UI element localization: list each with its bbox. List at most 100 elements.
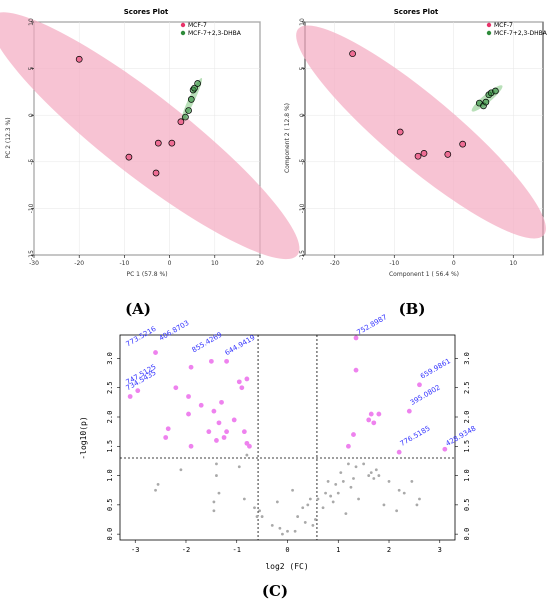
point-nonsignificant xyxy=(154,488,157,492)
point-nonsignificant xyxy=(341,480,345,483)
y-tick-label: -10 xyxy=(28,203,35,213)
point-nonsignificant xyxy=(258,509,261,513)
point-nonsignificant xyxy=(321,506,325,510)
point-significant xyxy=(371,420,377,426)
x-tick-label: -2 xyxy=(182,546,190,554)
legend-b-label-mcf7: MCF-7 xyxy=(494,22,513,29)
panel-a-ticks: -30 -20 -10 0 10 20 -15 -10 -5 0 5 10 xyxy=(28,18,264,267)
point-nonsignificant xyxy=(382,503,386,507)
x-tick-label: 0 xyxy=(285,546,289,554)
point-dhba xyxy=(492,87,499,95)
point-nonsignificant xyxy=(377,474,381,477)
point-dhba xyxy=(482,98,490,106)
point-nonsignificant xyxy=(324,491,327,495)
point-significant xyxy=(127,394,133,399)
point-significant xyxy=(163,435,169,440)
point-mcf7 xyxy=(75,55,83,63)
legend-b-label-dhba: MCF-7+2,3-DHBA xyxy=(494,30,548,37)
point-nonsignificant xyxy=(357,497,360,501)
point-nonsignificant xyxy=(260,515,264,518)
point-significant xyxy=(417,382,422,388)
legend-a-marker-mcf7 xyxy=(180,22,186,28)
x-tick-label: -10 xyxy=(389,260,399,267)
y-tick-label: 0 xyxy=(299,113,306,117)
point-nonsignificant xyxy=(308,497,312,501)
panel-c-frame xyxy=(119,334,456,541)
point-dhba xyxy=(185,107,192,114)
point-nonsignificant xyxy=(156,482,160,486)
y-tick-label: -5 xyxy=(28,159,35,165)
point-dhba xyxy=(182,113,189,121)
ellipse-mcf7 xyxy=(0,12,300,260)
point-nonsignificant xyxy=(402,491,406,495)
panel-label-c: (C) xyxy=(262,582,288,600)
point-significant xyxy=(221,435,227,440)
y-tick-label: -10 xyxy=(299,203,306,213)
point-mcf7 xyxy=(349,50,356,58)
y-tick-label: -15 xyxy=(299,250,306,260)
point-significant xyxy=(224,358,229,364)
panel-b-legend: MCF-7 MCF-7+2,3-DHBA xyxy=(486,22,548,37)
point-significant xyxy=(216,420,222,426)
y-tick-label-left: 2.5 xyxy=(106,381,114,394)
point-nonsignificant xyxy=(362,462,366,466)
y-tick-label-left: 0.0 xyxy=(106,528,114,541)
point-significant xyxy=(368,411,374,417)
point-nonsignificant xyxy=(354,465,358,469)
legend-a-marker-dhba xyxy=(180,30,186,36)
x-tick-label: 0 xyxy=(452,260,456,267)
point-nonsignificant xyxy=(387,480,391,483)
point-nonsignificant xyxy=(369,471,373,475)
x-tick-label: 20 xyxy=(256,260,264,267)
point-nonsignificant xyxy=(278,526,282,530)
panel-a-scores-plot: Scores Plot -30 -20 -10 0 10 20 -15 -10 -5 0 5 10 P… xyxy=(0,8,300,318)
point-nonsignificant xyxy=(217,491,221,495)
point-nonsignificant xyxy=(410,480,414,483)
ellipse-mcf7 xyxy=(296,25,546,239)
point-nonsignificant xyxy=(331,500,335,504)
point-dhba xyxy=(191,84,198,92)
panel-label-a: (A) xyxy=(125,300,151,318)
point-nonsignificant xyxy=(349,485,353,489)
y-tick-label: 5 xyxy=(299,67,306,71)
point-mcf7 xyxy=(414,152,422,160)
point-significant xyxy=(188,364,194,370)
point-mcf7 xyxy=(420,150,428,157)
point-nonsignificant xyxy=(329,494,333,498)
point-nonsignificant xyxy=(291,488,294,492)
point-nonsignificant xyxy=(344,512,348,516)
y-tick-label-left: 0.5 xyxy=(106,499,114,512)
point-mcf7 xyxy=(459,140,467,148)
y-tick-label-right: 0.5 xyxy=(463,499,471,512)
point-nonsignificant xyxy=(418,497,421,501)
panel-b-ylabel: Component 2 ( 12.8 %) xyxy=(284,103,291,173)
point-significant xyxy=(376,411,382,417)
point-mcf7 xyxy=(396,128,404,136)
point-nonsignificant xyxy=(306,503,310,507)
y-tick-label-left: 1.5 xyxy=(106,440,114,453)
y-tick-label-left: 2.0 xyxy=(106,411,114,424)
panel-b-points xyxy=(349,50,499,160)
x-tick-label: 2 xyxy=(387,546,391,554)
y-tick-label-right: 1.5 xyxy=(463,440,471,453)
point-nonsignificant xyxy=(275,500,279,504)
point-nonsignificant xyxy=(245,453,249,457)
point-nonsignificant xyxy=(316,497,320,501)
point-significant xyxy=(406,408,412,414)
point-nonsignificant xyxy=(311,523,315,527)
point-nonsignificant xyxy=(334,482,338,486)
x-tick-label: -3 xyxy=(131,546,139,554)
point-nonsignificant xyxy=(255,515,259,518)
point-significant xyxy=(153,350,158,355)
x-tick-label: 0 xyxy=(168,260,172,267)
y-tick-label-right: 0.0 xyxy=(463,528,471,541)
annotation-label: 752.8987 xyxy=(356,313,389,337)
panel-b-grid xyxy=(305,21,543,256)
point-mcf7 xyxy=(154,139,162,147)
y-tick-label: 10 xyxy=(299,18,306,26)
x-tick-label: -20 xyxy=(330,260,340,267)
point-nonsignificant xyxy=(242,497,246,501)
point-significant xyxy=(346,443,351,449)
panel-c-ticks: -3 -2 -1 0 1 2 3 0.0 0.0 0.5 0.5 1.0 1.0 1.5 1.5 2.0 2.0… xyxy=(106,352,471,554)
